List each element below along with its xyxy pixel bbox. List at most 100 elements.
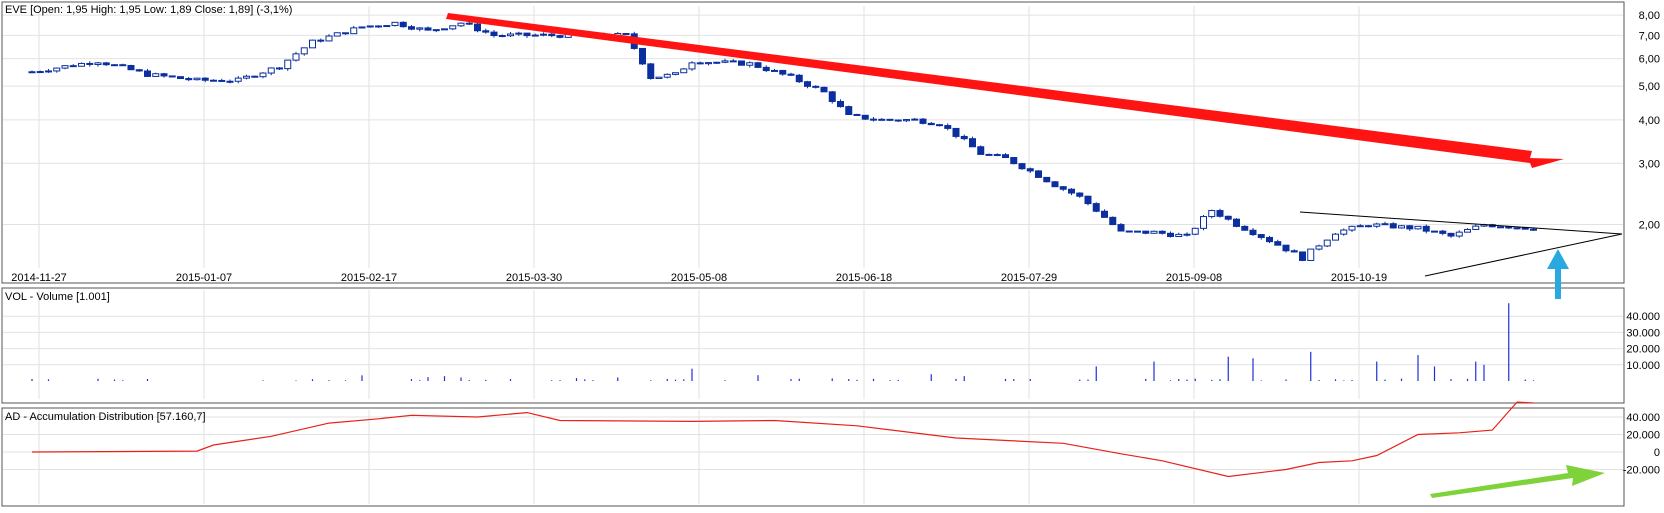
candle-body xyxy=(36,71,44,74)
volume-panel-frame xyxy=(1,287,1625,404)
candle-body xyxy=(1183,233,1191,236)
candle-body xyxy=(820,86,828,93)
candle-body xyxy=(878,118,886,121)
candle-body xyxy=(969,138,976,148)
candle-body xyxy=(1068,188,1075,194)
x-tick-label: 2015-02-17 xyxy=(341,272,397,284)
x-tick-label: 2015-07-29 xyxy=(1001,272,1057,284)
candle-body xyxy=(432,29,440,32)
candle-body xyxy=(688,62,696,70)
candle-body xyxy=(276,67,283,70)
candle-body xyxy=(804,81,811,87)
candle-body xyxy=(465,22,473,25)
candle-body xyxy=(292,53,300,61)
candle-body xyxy=(251,75,259,78)
price-tick-label: 8,00 xyxy=(1639,10,1660,22)
candle-body xyxy=(28,71,36,74)
candle-body xyxy=(69,65,77,68)
uptrend-arrow xyxy=(1430,465,1605,498)
candle-body xyxy=(1010,157,1018,165)
candle-body xyxy=(1282,244,1290,252)
ad-tick-label: 40.000 xyxy=(1626,412,1660,424)
volume-tick-label: 30.000 xyxy=(1626,327,1660,339)
candle-body xyxy=(45,70,52,73)
candle-body xyxy=(1026,168,1034,172)
candle-body xyxy=(366,25,374,28)
candle-body xyxy=(1233,218,1240,227)
candle-body xyxy=(1373,223,1381,227)
candle-body xyxy=(498,35,506,38)
candle-body xyxy=(424,27,432,31)
candle-body xyxy=(812,85,820,88)
ad-panel-frame xyxy=(1,407,1625,507)
candle-body xyxy=(1101,210,1108,218)
candle-body xyxy=(729,60,737,63)
volume-bars xyxy=(31,303,1535,381)
triangle-lower-line xyxy=(1424,233,1623,277)
candle-body xyxy=(911,118,919,121)
candle-body xyxy=(78,62,85,67)
candle-body xyxy=(317,39,325,42)
candle-body xyxy=(177,76,184,80)
candle-body xyxy=(1249,229,1257,236)
candle-body xyxy=(474,23,481,32)
candle-body xyxy=(746,62,754,66)
candle-body xyxy=(960,135,968,140)
price-panel-frame xyxy=(1,1,1625,284)
candle-body xyxy=(919,118,927,124)
candle-body xyxy=(127,65,135,71)
price-tick-label: 4,00 xyxy=(1639,115,1660,127)
candle-body xyxy=(1389,223,1397,229)
candle-body xyxy=(490,31,498,37)
candle-body xyxy=(441,28,448,31)
candle-body xyxy=(762,66,770,72)
candle-body xyxy=(119,64,127,67)
candle-body xyxy=(1340,229,1348,235)
candle-body xyxy=(1175,233,1183,238)
candle-body xyxy=(86,62,94,65)
candle-body xyxy=(1142,230,1150,234)
candle-body xyxy=(325,35,333,42)
candle-body xyxy=(523,32,531,37)
candle-body xyxy=(705,62,712,65)
candle-body xyxy=(61,65,69,69)
candle-body xyxy=(845,106,853,115)
candle-body xyxy=(944,125,952,129)
x-tick-label: 2015-01-07 xyxy=(176,272,232,284)
candle-body xyxy=(1348,225,1356,231)
candle-body xyxy=(333,32,341,37)
candle-body xyxy=(168,75,176,78)
candle-body xyxy=(350,27,358,35)
candle-body xyxy=(779,69,787,75)
candle-body xyxy=(94,62,102,65)
x-tick-label: 2015-10-19 xyxy=(1331,272,1387,284)
candle-body xyxy=(1200,216,1207,229)
candle-body xyxy=(1035,170,1042,178)
volume-tick-label: 40.000 xyxy=(1626,311,1660,323)
candle-body xyxy=(234,77,242,82)
candle-body xyxy=(160,73,168,77)
candle-body xyxy=(1414,225,1422,230)
price-panel-header: EVE [Open: 1,95 High: 1,95 Low: 1,89 Clo… xyxy=(5,4,292,16)
candle-body xyxy=(721,60,729,63)
candle-body xyxy=(1439,230,1447,234)
candle-body xyxy=(111,64,118,67)
candle-body xyxy=(540,33,547,36)
candle-body xyxy=(903,119,910,122)
candle-body xyxy=(1315,245,1323,250)
candle-body xyxy=(102,62,110,66)
candle-body xyxy=(1134,230,1141,233)
ad-tick-label: 0 xyxy=(1654,447,1660,459)
candle-body xyxy=(1216,210,1224,217)
candle-body xyxy=(1447,232,1455,237)
candle-body xyxy=(787,73,795,76)
candle-body xyxy=(1059,186,1067,190)
candle-body xyxy=(515,32,523,35)
ad-tick-label: -20.000 xyxy=(1623,465,1660,477)
candle-body xyxy=(1241,225,1249,231)
candle-body xyxy=(1002,154,1009,159)
candle-body xyxy=(870,118,877,121)
candle-body xyxy=(457,22,465,27)
candle-body xyxy=(1266,236,1273,243)
